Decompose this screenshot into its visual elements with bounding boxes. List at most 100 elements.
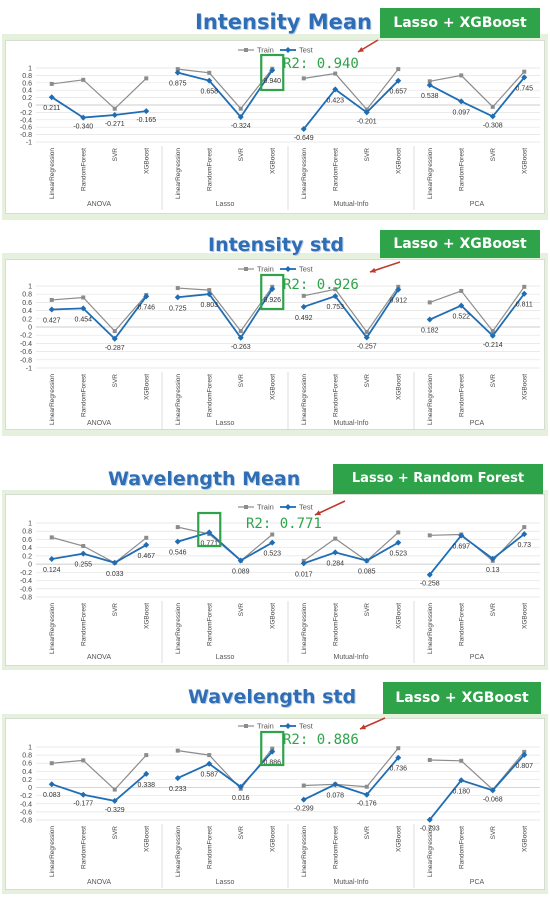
x-tick-label: SVR [238,603,245,617]
x-tick-label: SVR [364,374,371,388]
r2-annotation: R2: 0.886 [283,732,359,748]
test-point [363,334,370,341]
x-tick-label: LinearRegression [49,603,56,654]
test-point [458,777,465,784]
series-line-test [51,544,147,564]
x-tick-label: XGBoost [395,603,402,629]
legend-train-label: Train [257,722,274,731]
y-tick-label: 1 [28,521,32,528]
group-label: ANOVA [87,201,111,208]
data-label: 0.538 [421,93,439,100]
group-label: Mutual-Info [333,654,368,661]
y-tick-label: 0 [28,325,32,332]
x-tick-label: RandomForest [332,374,339,417]
train-point [175,67,180,72]
data-label: 0.492 [295,315,313,322]
data-label: -0.214 [483,342,503,349]
series-line-test [429,533,525,576]
data-label: 0.746 [137,304,155,311]
x-tick-label: XGBoost [143,148,150,174]
legend-train-marker [244,505,248,509]
data-label: -0.177 [73,801,93,808]
data-label: -0.340 [73,124,93,131]
train-point [396,67,401,72]
test-point [111,112,118,119]
series-line-train [303,747,399,788]
x-tick-label: SVR [112,826,119,840]
test-point [332,781,339,788]
data-label: 0.522 [452,314,470,321]
train-point [333,287,338,292]
arrow-icon [314,500,346,516]
group-label: Lasso [216,420,235,427]
test-point [395,539,402,546]
train-point [49,297,54,302]
data-label: 0.083 [43,792,61,799]
data-label: 0.807 [515,763,533,770]
train-point [81,77,86,82]
data-label: 0.13 [486,567,500,574]
test-point [521,531,528,538]
test-point [300,796,307,803]
train-point [396,530,401,535]
data-label: 0.085 [358,569,376,576]
series-line-train [429,751,525,791]
y-tick-label: 0 [28,562,32,569]
data-label: 0.753 [326,304,344,311]
y-tick-label: -0.8 [20,595,32,602]
legend-train-marker [244,724,248,728]
data-label: 0.523 [263,551,281,558]
test-point [237,113,244,120]
legend-test-label: Test [299,265,314,274]
y-tick-label: -0.6 [20,349,32,356]
series-line-train [429,71,525,108]
y-tick-label: -0.8 [20,357,32,364]
train-point [427,533,432,538]
data-label: 0.73 [517,542,531,549]
test-point [269,539,276,546]
x-tick-label: RandomForest [332,826,339,869]
chart-panel-intensity-std: Intensity std Lasso + XGBoost 1 0.8 0.6 0.4… [0,222,550,436]
test-point [521,290,528,297]
x-tick-label: LinearRegression [49,374,56,425]
x-tick-label: XGBoost [395,374,402,400]
test-point [111,797,118,804]
x-tick-label: LinearRegression [175,374,182,425]
test-point [80,791,87,798]
data-label: 0.745 [515,85,533,92]
series-line-train [177,286,273,333]
data-label: -0.201 [357,118,377,125]
x-tick-label: LinearRegression [301,374,308,425]
data-label: -0.165 [136,117,156,124]
y-tick-label: 0.8 [22,753,32,760]
x-tick-label: LinearRegression [427,148,434,199]
x-tick-label: RandomForest [458,148,465,191]
series-line-train [303,68,399,111]
x-tick-label: SVR [238,148,245,162]
train-point [333,71,338,76]
data-label: 0.078 [326,792,344,799]
train-point [207,288,212,293]
x-tick-label: RandomForest [206,374,213,417]
y-tick-label: 0.2 [22,553,32,560]
data-label: -0.287 [105,345,125,352]
x-tick-label: SVR [490,603,497,617]
train-point [427,757,432,762]
train-point [522,284,527,289]
group-label: PCA [470,420,485,427]
legend-train-label: Train [257,503,274,512]
y-tick-label: -0.2 [20,570,32,577]
y-tick-label: -0.6 [20,125,32,132]
r2-annotation: R2: 0.940 [283,56,359,72]
x-tick-label: XGBoost [395,148,402,174]
y-tick-label: 0.2 [22,316,32,323]
train-point [175,748,180,753]
train-point [459,758,464,763]
test-point [80,550,87,557]
chart-svg: 10.80.60.40.2 0-0.2-0.4-0.6 -0.8 LinearRegr… [20,500,540,663]
x-tick-label: XGBoost [143,603,150,629]
group-label: PCA [470,201,485,208]
data-label: 0.811 [516,302,533,309]
chart-panel-intensity-mean: Intensity Mean Lasso + XGBoost 1 0.8 0.6 0.… [0,0,550,220]
data-label: 0.454 [74,316,92,323]
